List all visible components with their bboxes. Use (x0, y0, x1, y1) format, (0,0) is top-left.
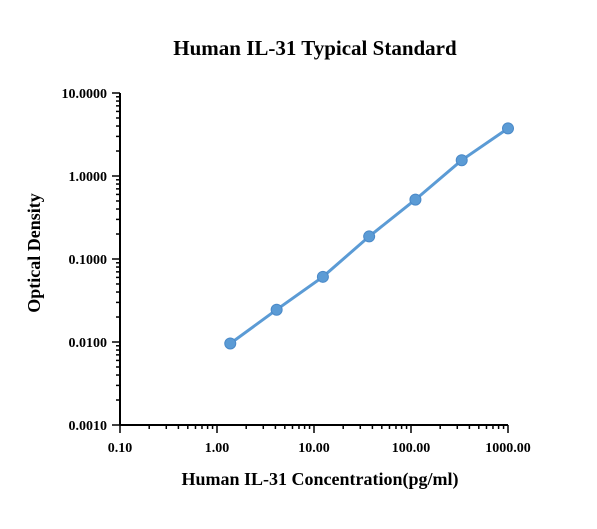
x-tick-label: 1.00 (205, 441, 230, 456)
data-point (224, 337, 237, 350)
axes (119, 93, 508, 426)
y-tick-label: 0.0010 (69, 419, 108, 434)
data-point (270, 303, 283, 316)
data-point (455, 154, 468, 167)
tick-labels: 0.10 1.00 10.00 100.00 1000.00 0.0010 0.0100 0.… (62, 87, 531, 456)
series (224, 122, 514, 350)
y-axis-label: Optical Density (24, 193, 44, 313)
data-point (316, 270, 329, 283)
y-tick-label: 0.1000 (69, 253, 108, 268)
data-point (502, 122, 514, 135)
data-point (409, 193, 422, 206)
x-axis-label: Human IL-31 Concentration(pg/ml) (181, 469, 458, 490)
x-tick-label: 1000.00 (485, 441, 531, 456)
y-tick-label: 0.0100 (69, 336, 108, 351)
chart-title: Human IL-31 Typical Standard (173, 36, 457, 60)
y-tick-label: 1.0000 (69, 170, 108, 185)
y-tick-label: 10.0000 (62, 87, 108, 102)
ticks (112, 92, 509, 433)
x-tick-label: 10.00 (298, 441, 330, 456)
x-tick-label: 0.10 (108, 441, 133, 456)
data-point (363, 230, 376, 243)
x-tick-label: 100.00 (392, 441, 431, 456)
